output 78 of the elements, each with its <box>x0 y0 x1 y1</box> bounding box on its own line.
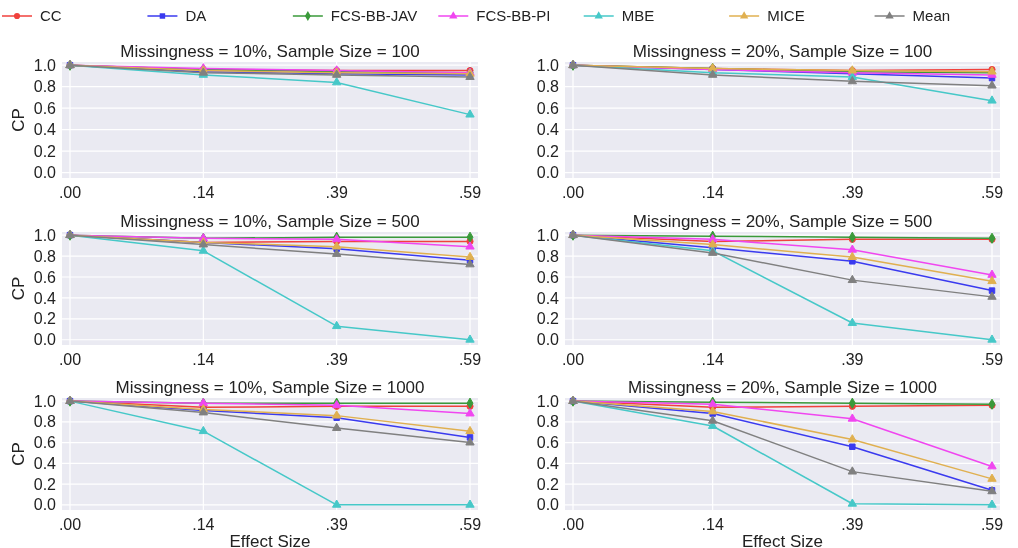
y-tick-label: 0.4 <box>33 289 57 307</box>
y-tick-label: 0.0 <box>33 164 57 182</box>
y-tick-label: 0.4 <box>536 454 560 472</box>
x-tick-label: .14 <box>701 516 724 533</box>
x-axis-title: Effect Size <box>229 532 311 548</box>
x-tick-label: .00 <box>58 351 82 368</box>
y-axis-title: CP <box>9 108 28 132</box>
y-tick-label: 1.0 <box>536 392 560 410</box>
x-tick-label: .59 <box>980 351 1004 368</box>
x-tick-label: .59 <box>458 184 482 201</box>
legend-label: Mean <box>912 7 951 25</box>
legend-label: FCS-BB-PI <box>476 7 551 25</box>
x-tick-label: .39 <box>841 184 864 201</box>
y-tick-label: 0.8 <box>33 78 57 96</box>
y-tick-label: 0.0 <box>536 331 560 349</box>
y-tick-label: 0.6 <box>536 99 560 117</box>
y-tick-label: 0.6 <box>33 268 57 286</box>
x-tick-label: .59 <box>980 184 1004 201</box>
y-tick-label: 0.8 <box>536 78 560 96</box>
x-tick-label: .59 <box>458 351 482 368</box>
y-tick-label: 0.0 <box>33 331 57 349</box>
x-tick-label: .39 <box>325 184 348 201</box>
x-tick-label: .39 <box>325 351 348 368</box>
chart-title: Missingness = 10%, Sample Size = 100 <box>120 42 420 61</box>
y-tick-label: 0.0 <box>33 496 57 514</box>
y-tick-label: 0.6 <box>536 434 560 452</box>
y-tick-label: 0.6 <box>536 268 560 286</box>
x-tick-label: .00 <box>561 351 585 368</box>
y-tick-label: 0.8 <box>33 413 57 431</box>
x-tick-label: .00 <box>561 516 585 533</box>
y-tick-label: 1.0 <box>33 226 57 244</box>
y-tick-label: 0.0 <box>536 496 560 514</box>
chart-title: Missingness = 20%, Sample Size = 100 <box>632 42 933 61</box>
y-axis-title: CP <box>9 276 28 301</box>
legend-label: DA <box>185 7 207 25</box>
legend-label: MICE <box>767 7 805 25</box>
x-tick-label: .14 <box>192 516 215 533</box>
x-tick-label: .14 <box>192 184 215 201</box>
x-tick-label: .39 <box>841 516 864 533</box>
y-tick-label: 0.4 <box>536 121 560 139</box>
x-tick-label: .59 <box>980 516 1004 533</box>
y-tick-label: 0.8 <box>536 413 560 431</box>
x-tick-label: .00 <box>561 184 585 201</box>
x-tick-label: .14 <box>192 351 215 368</box>
x-tick-label: .00 <box>58 184 82 201</box>
x-tick-label: .59 <box>458 516 482 533</box>
x-tick-label: .14 <box>701 184 724 201</box>
y-tick-label: 0.2 <box>33 142 57 160</box>
y-tick-label: 0.2 <box>536 475 560 493</box>
y-tick-label: 1.0 <box>536 56 560 74</box>
y-tick-label: 0.6 <box>33 434 57 452</box>
y-axis-title: CP <box>9 442 28 466</box>
x-tick-label: .39 <box>325 516 348 533</box>
y-tick-label: 0.4 <box>33 121 57 139</box>
x-axis-title: Effect Size <box>742 532 823 548</box>
y-tick-label: 0.2 <box>536 310 560 328</box>
legend-label: CC <box>40 7 62 25</box>
y-tick-label: 0.2 <box>536 142 560 160</box>
y-tick-label: 0.8 <box>536 247 560 265</box>
chart-title: Missingness = 20%, Sample Size = 500 <box>632 212 933 231</box>
chart-title: Missingness = 10%, Sample Size = 500 <box>120 212 420 231</box>
y-tick-label: 0.0 <box>536 164 560 182</box>
y-tick-label: 0.2 <box>33 310 57 328</box>
y-tick-label: 1.0 <box>33 392 57 410</box>
x-tick-label: .00 <box>58 516 82 533</box>
y-tick-label: 1.0 <box>536 226 560 244</box>
y-tick-label: 0.4 <box>536 289 560 307</box>
y-tick-label: 0.6 <box>33 99 57 117</box>
chart-title: Missingness = 20%, Sample Size = 1000 <box>627 378 938 397</box>
y-tick-label: 0.8 <box>33 247 57 265</box>
x-tick-label: .14 <box>701 351 724 368</box>
y-tick-label: 1.0 <box>33 56 57 74</box>
x-tick-label: .39 <box>841 351 864 368</box>
legend-label: MBE <box>621 7 655 25</box>
y-tick-label: 0.4 <box>33 454 57 472</box>
chart-title: Missingness = 10%, Sample Size = 1000 <box>115 378 425 397</box>
y-tick-label: 0.2 <box>33 475 57 493</box>
legend-label: FCS-BB-JAV <box>330 7 418 25</box>
